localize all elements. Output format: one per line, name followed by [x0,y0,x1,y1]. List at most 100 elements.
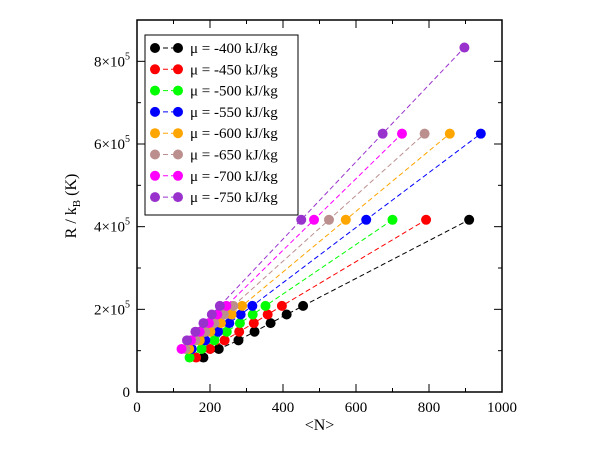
x-tick-label: 400 [272,400,295,416]
tick-layer: 0 200 400 600 800 1000 0 2×105 4×105 6×105 8×105 [94,20,517,416]
x-tick-label: 800 [418,400,441,416]
data-point [444,128,455,139]
legend-marker [150,85,160,96]
y-tick-label: 0 [123,385,131,401]
data-point [176,343,187,354]
series-line [185,133,425,350]
legend-entry: μ = -600 kJ/kg [150,126,278,142]
data-point [309,214,320,225]
legend-label: μ = -650 kJ/kg [190,148,278,164]
series-line [203,219,470,358]
y-axis-label-main: R / k [63,207,80,238]
data-point [221,326,232,337]
legend-marker [150,128,160,139]
legend-label: μ = -550 kJ/kg [190,105,278,121]
x-tick-label: 200 [199,400,222,416]
legend-marker [173,43,183,53]
legend-marker [173,192,183,203]
data-point [209,335,220,346]
data-point [196,343,207,354]
y-tick-label: 2×105 [94,299,130,318]
series-line [189,219,393,358]
data-point [298,300,309,311]
legend-marker [150,64,160,75]
data-point [475,128,486,139]
legend-entry: μ = -400 kJ/kg [150,41,278,57]
legend-marker [173,170,183,181]
x-tick-label: 600 [345,400,368,416]
legend-label: μ = -450 kJ/kg [190,62,278,78]
legend-label: μ = -700 kJ/kg [190,169,278,185]
y-axis-label: R / kB (K) [63,174,83,239]
data-point [234,318,245,329]
data-point [248,318,259,329]
legend-entry: μ = -700 kJ/kg [150,169,278,185]
y-tick-label: 6×105 [94,134,130,153]
data-point [214,300,225,311]
series-3 [184,214,398,363]
legend-marker [150,192,160,203]
series-line [195,219,427,358]
data-point [377,128,388,139]
legend-label: μ = -400 kJ/kg [190,41,278,57]
y-axis-label-subscript: B [71,200,83,207]
legend-label: μ = -750 kJ/kg [190,190,278,206]
legend-entry: μ = -550 kJ/kg [150,105,278,121]
legend-marker [173,85,183,96]
legend-label: μ = -500 kJ/kg [190,84,278,100]
data-point [262,309,273,320]
data-point [233,335,244,346]
legend-label: μ = -600 kJ/kg [190,126,278,142]
data-point [421,214,432,225]
data-point [184,352,195,363]
data-point [182,335,193,346]
data-point [198,352,209,363]
series-layer [176,42,486,363]
data-point [213,343,224,354]
x-axis-label: <N> [305,417,335,434]
legend-entries: μ = -400 kJ/kg μ = -450 kJ/kg μ = -500 kJ/… [150,41,278,206]
legend-marker [150,43,160,53]
data-point [198,318,209,329]
legend-marker [150,106,160,117]
data-point [281,309,292,320]
data-point [190,326,201,337]
plot-area: 0 200 400 600 800 1000 0 2×105 4×105 6×105 8×105 [94,19,517,416]
data-point [265,318,276,329]
data-point [213,326,224,337]
data-point [237,300,248,311]
data-point [387,214,398,225]
series-1 [198,214,475,363]
y-tick-label: 8×105 [94,51,130,70]
legend-marker [150,170,160,181]
x-tick-label: 1000 [487,400,517,416]
data-point [224,318,235,329]
data-point [459,42,470,53]
data-point [228,300,239,311]
data-point [206,309,217,320]
legend-entry: μ = -500 kJ/kg [150,84,278,100]
data-point [260,300,271,311]
data-point [205,343,215,354]
legend-entry: μ = -650 kJ/kg [150,148,278,164]
series-2 [191,214,432,363]
legend-box [144,34,299,216]
data-point [247,309,258,320]
legend-marker [173,106,183,117]
data-point [419,128,430,139]
legend: μ = -400 kJ/kg μ = -450 kJ/kg μ = -500 kJ/… [144,34,299,216]
legend-entry: μ = -450 kJ/kg [150,62,278,78]
series-line [186,47,465,341]
data-point [234,326,245,337]
data-point [361,214,372,225]
data-point [323,214,334,225]
legend-marker [150,149,160,160]
legend-marker [173,149,183,160]
legend-entry: μ = -750 kJ/kg [150,190,278,206]
data-point [219,335,230,346]
data-point [464,214,475,225]
data-point [296,214,307,225]
data-point [276,300,287,311]
data-point [247,300,258,311]
